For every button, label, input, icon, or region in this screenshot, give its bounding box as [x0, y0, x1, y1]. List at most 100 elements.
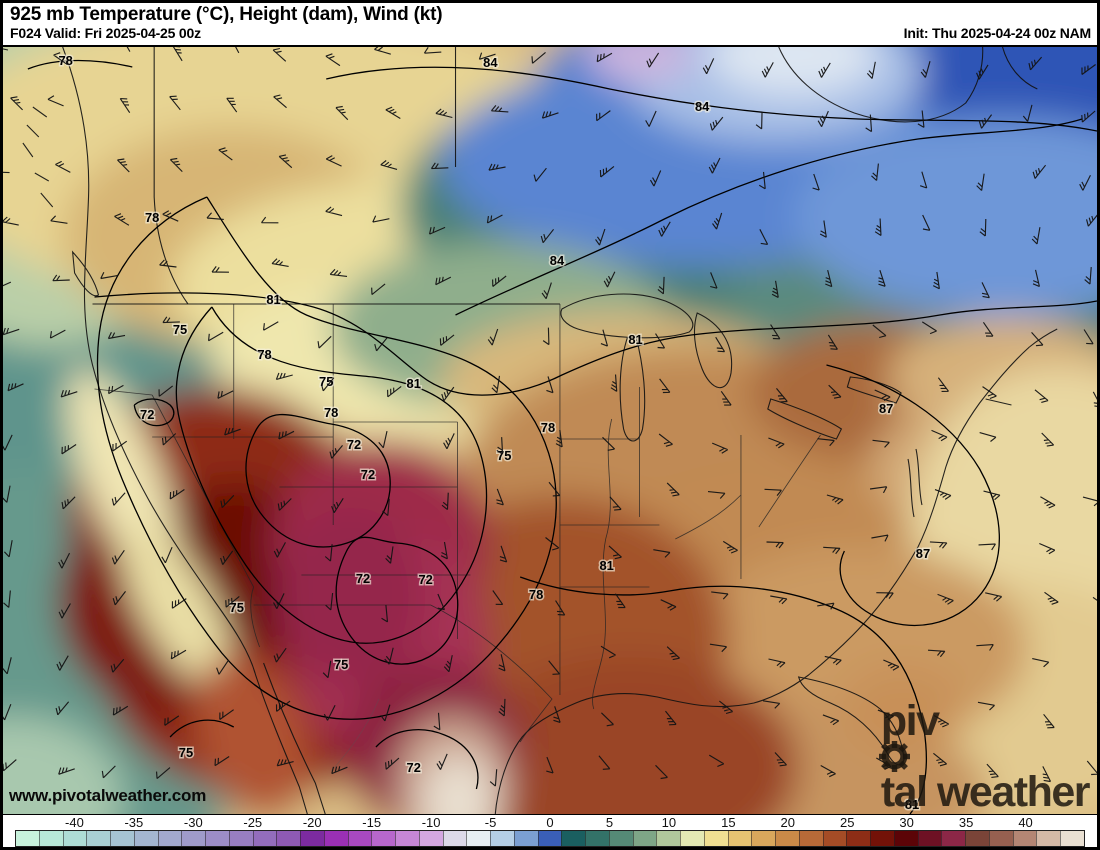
colorbar-tick: 40 — [1018, 815, 1033, 830]
contour-label: 75 — [497, 448, 511, 463]
colorbar-tick: -40 — [65, 815, 84, 830]
colorbar-tick: 35 — [958, 815, 974, 830]
forecast-map[interactable]: 78 84 84 84 81 81 81 81 81 78 78 78 78 78 75 75 75 75 75 75… — [3, 45, 1097, 815]
colorbar-cell — [608, 831, 633, 846]
colorbar-tick: 20 — [780, 815, 795, 830]
colorbar-cell — [133, 831, 158, 846]
brand-prefix: piv — [880, 697, 940, 745]
colorbar-cell — [727, 831, 752, 846]
colorbar-cell — [1012, 831, 1037, 846]
contour-label: 87 — [916, 546, 930, 561]
contour-label: 81 — [905, 797, 919, 812]
contour-label: 75 — [179, 745, 193, 760]
colorbar-tick: 15 — [721, 815, 736, 830]
contour-label: 72 — [418, 572, 432, 587]
map-canvas: 78 84848481818181817878787878757575757575… — [3, 47, 1097, 814]
colorbar-cell — [1036, 831, 1060, 846]
contour-label: 72 — [356, 571, 370, 586]
colorbar-cell — [585, 831, 609, 846]
colorbar-cell — [157, 831, 182, 846]
gear-icon — [878, 741, 910, 772]
colorbar-cell — [893, 831, 918, 846]
colorbar-tick: -5 — [484, 815, 497, 830]
colorbar-cell — [656, 831, 680, 846]
contour-label: 81 — [266, 292, 280, 307]
colorbar-cell — [347, 831, 372, 846]
colorbar-tick: 30 — [899, 815, 914, 830]
colorbar-cell — [490, 831, 514, 846]
contour-label: 72 — [140, 407, 154, 422]
colorbar-cell — [537, 831, 562, 846]
colorbar-cell — [1060, 831, 1084, 846]
colorbar-cell — [513, 831, 538, 846]
state-borders — [94, 304, 821, 772]
colorbar-tick: 0 — [546, 815, 554, 830]
colorbar-cell — [775, 831, 799, 846]
colorbar-cell — [323, 831, 348, 846]
brand-suffix: tal weather — [880, 768, 1091, 815]
contour-label: 75 — [173, 322, 187, 337]
colorbar-tick-labels: -40 -35 -30 -25 -20 -15 -10 -5 0 5 10 15 20 25 30 35 40 — [15, 815, 1085, 830]
colorbar-cell — [680, 831, 704, 846]
init-time-label: Init: Thu 2025-04-24 00z NAM — [903, 25, 1092, 41]
colorbar-tick: -15 — [362, 815, 382, 830]
valid-time-label: F024 Valid: Fri 2025-04-25 00z — [10, 25, 201, 41]
contour-label: 72 — [361, 467, 375, 482]
colorbar-cell — [941, 831, 965, 846]
colorbar-cell — [86, 831, 110, 846]
contour-label: 84 — [483, 55, 498, 70]
contour-label: 72 — [347, 437, 361, 452]
contour-label: 75 — [334, 657, 348, 672]
coastline-borders — [22, 47, 1058, 814]
colorbar-cell — [965, 831, 989, 846]
colorbar-cell — [205, 831, 229, 846]
colorbar-tick: -10 — [421, 815, 441, 830]
colorbar-cell — [466, 831, 490, 846]
colorbar-cell — [822, 831, 847, 846]
contour-label: 78 — [145, 210, 159, 225]
colorbar-cell — [300, 831, 324, 846]
contour-label: 78 — [58, 53, 72, 68]
contour-label: 78 — [541, 420, 555, 435]
map-header: 925 mb Temperature (°C), Height (dam), W… — [3, 3, 1097, 45]
colorbar-cell — [846, 831, 870, 846]
colorbar-cell — [371, 831, 395, 846]
colorbar-cell — [561, 831, 585, 846]
colorbar-cell — [16, 831, 39, 846]
contour-label: 81 — [628, 332, 642, 347]
contour-label: 84 — [695, 99, 710, 114]
colorbar-cell — [276, 831, 300, 846]
page-title: 925 mb Temperature (°C), Height (dam), W… — [10, 4, 443, 25]
colorbar-cell — [110, 831, 134, 846]
watermark-url: www.pivotalweather.com — [9, 786, 207, 805]
colorbar-cell — [228, 831, 253, 846]
colorbar-cell — [442, 831, 467, 846]
colorbar-cell — [632, 831, 657, 846]
contour-labels: 78 84848481818181817878787878757575757575… — [57, 51, 932, 813]
contour-label: 75 — [230, 600, 244, 615]
colorbar-cell — [38, 831, 63, 846]
wind-barbs — [3, 47, 1097, 787]
colorbar-tick: 5 — [605, 815, 614, 830]
colorbar-cell — [181, 831, 205, 846]
contour-label: 78 — [257, 347, 271, 362]
colorbar-cell — [751, 831, 775, 846]
colorbar-tick: -35 — [124, 815, 144, 830]
colorbar-cell — [252, 831, 277, 846]
colorbar-cell — [798, 831, 823, 846]
contour-label: 87 — [879, 401, 893, 416]
contour-label: 81 — [599, 558, 613, 573]
colorbar-cell — [395, 831, 419, 846]
colorbar-tick: 10 — [661, 815, 677, 830]
colorbar-cell — [703, 831, 728, 846]
contour-label: 78 — [529, 587, 543, 602]
contour-label: 78 — [324, 405, 338, 420]
colorbar-tick: 25 — [839, 815, 855, 830]
contour-label: 81 — [407, 376, 421, 391]
colorbar-cell — [870, 831, 894, 846]
height-contours — [27, 59, 1097, 814]
colorbar-cell — [62, 831, 87, 846]
colorbar-cell — [988, 831, 1013, 846]
colorbar-tick: -20 — [302, 815, 322, 830]
